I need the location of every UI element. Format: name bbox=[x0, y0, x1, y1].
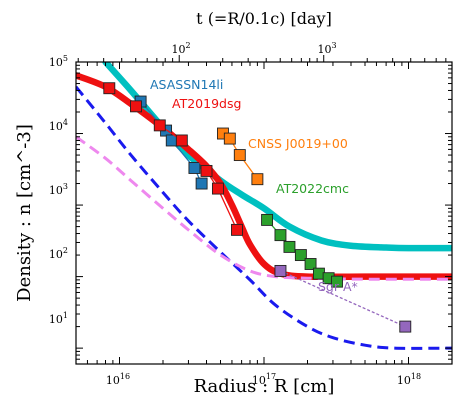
label-asassn14li: ASASSN14li bbox=[150, 77, 223, 92]
point-at2022cmc-3 bbox=[294, 249, 307, 262]
point-at2019dsg-2 bbox=[153, 119, 166, 132]
point-at2019dsg-0 bbox=[103, 82, 116, 95]
y-tick-label-1e2: 102 bbox=[49, 246, 68, 261]
point-asassn14li-4 bbox=[195, 177, 208, 190]
point-at2022cmc-7 bbox=[331, 275, 343, 288]
model-curve-2 bbox=[76, 85, 452, 350]
x-axis-title: Radius : R [cm] bbox=[194, 376, 335, 397]
point-at2019dsg-5 bbox=[211, 182, 224, 195]
point-at2022cmc-2 bbox=[283, 240, 296, 253]
point-at2022cmc-4 bbox=[304, 258, 317, 270]
point-cnss-j0019-00-2 bbox=[233, 149, 246, 162]
point-at2022cmc-1 bbox=[274, 229, 287, 242]
x-tick-label-1e16: 1016 bbox=[106, 372, 130, 387]
axis-ticks bbox=[75, 55, 453, 365]
point-at2019dsg-3 bbox=[175, 134, 188, 147]
y-tick-label-1e3: 103 bbox=[49, 182, 68, 197]
y-tick-label-1e1: 101 bbox=[49, 311, 68, 326]
label-sgra: Sgr A* bbox=[318, 279, 358, 294]
model-curve-3 bbox=[76, 135, 452, 281]
point-at2022cmc-0 bbox=[261, 213, 274, 226]
top-axis-title: t (=R/0.1c) [day] bbox=[196, 9, 332, 28]
point-at2019dsg-6 bbox=[231, 223, 243, 236]
y-axis-title: Density : n [cm^-3] bbox=[14, 124, 35, 302]
x-tick-label-1e18: 1018 bbox=[397, 372, 421, 387]
label-cnss: CNSS J0019+00 bbox=[248, 136, 348, 151]
point-at2019dsg-4 bbox=[200, 164, 213, 177]
point-sgr-a--1 bbox=[399, 320, 412, 333]
point-asassn14li-3 bbox=[188, 162, 201, 174]
data-series bbox=[103, 82, 412, 333]
y-tick-label-1e5: 105 bbox=[49, 54, 68, 69]
point-sgr-a--0 bbox=[274, 264, 287, 277]
y-tick-label-1e4: 104 bbox=[49, 118, 68, 133]
point-at2019dsg-1 bbox=[130, 100, 142, 113]
point-cnss-j0019-00-1 bbox=[223, 132, 236, 145]
top-tick-label-1000: 103 bbox=[317, 41, 336, 56]
series-line-sgr-a- bbox=[280, 270, 406, 328]
label-at2022cmc: AT2022cmc bbox=[276, 181, 349, 196]
point-cnss-j0019-00-3 bbox=[251, 173, 264, 186]
label-at2019dsg: AT2019dsg bbox=[172, 96, 241, 111]
top-tick-label-100: 102 bbox=[171, 41, 190, 56]
x-tick-label-1e17: 1017 bbox=[252, 372, 276, 387]
